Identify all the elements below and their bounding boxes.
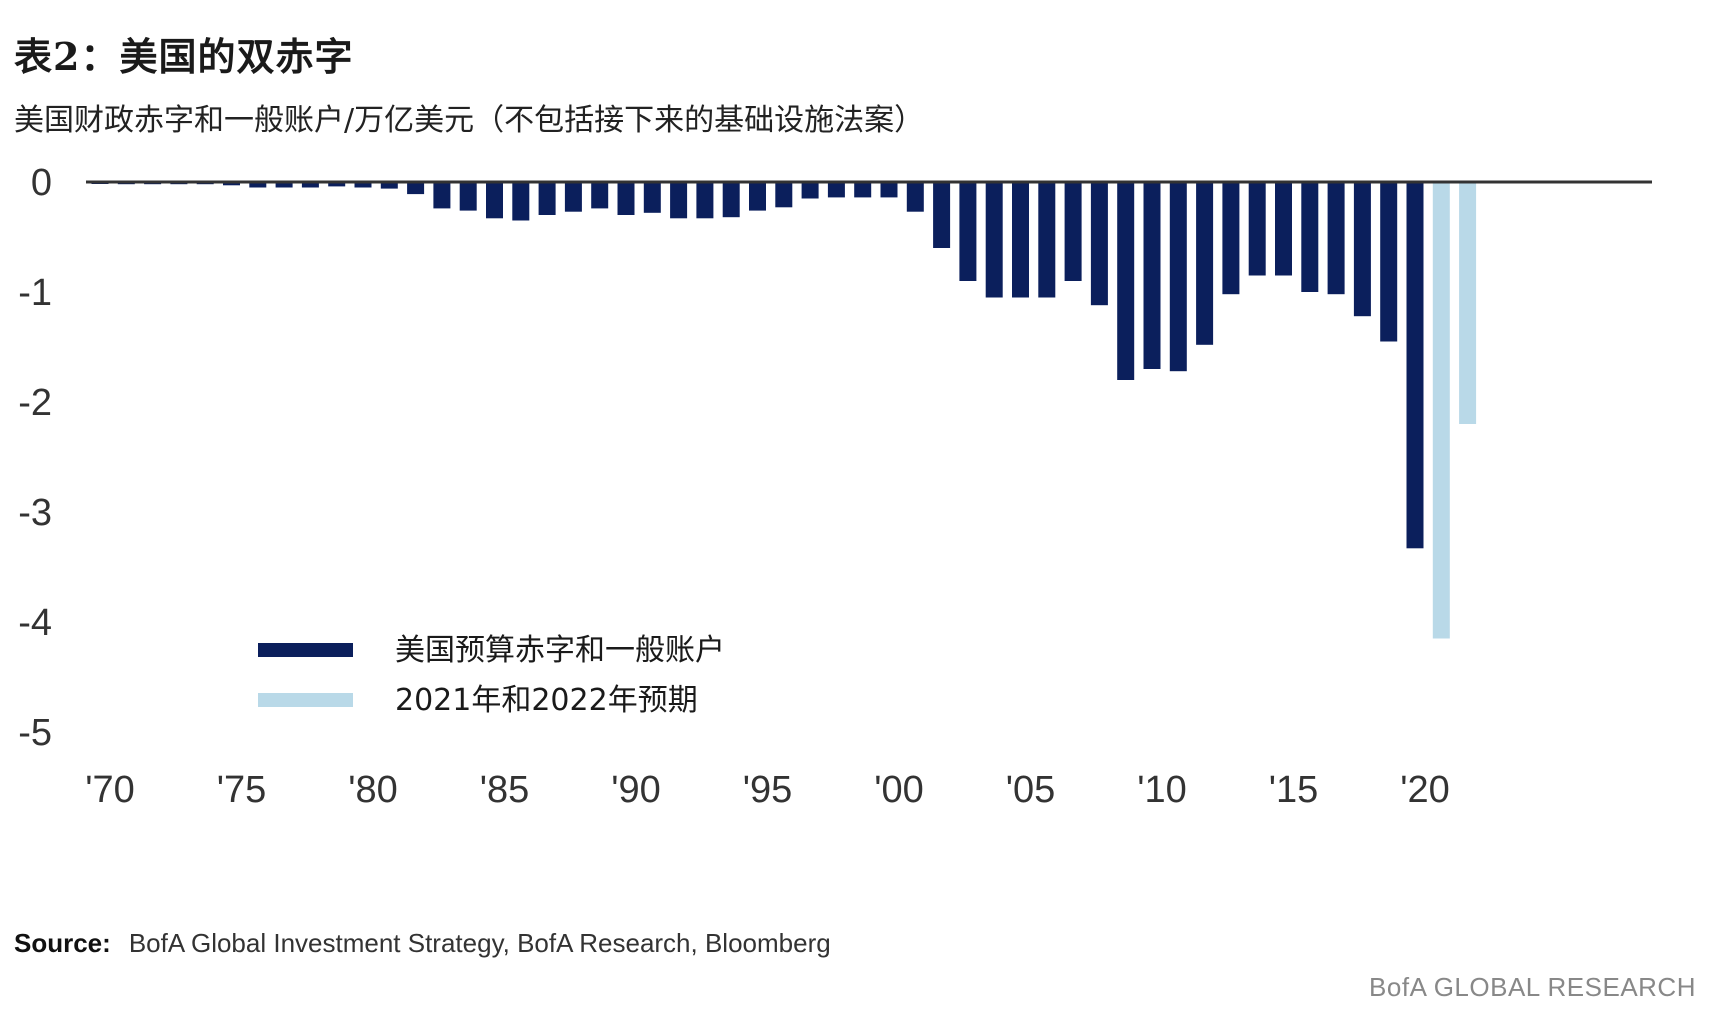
bar-actual (827, 182, 845, 198)
bar-chart: 0-1-2-3-4-5 '70'75'80'85'90'95'00'05'10 '… (18, 162, 1652, 811)
bar-actual (617, 182, 635, 215)
bar-actual (1012, 182, 1029, 298)
bar-actual (854, 182, 872, 198)
bar-actual (301, 182, 319, 188)
y-tick-label: 0 (31, 162, 52, 204)
bar-actual (1169, 182, 1187, 372)
legend-swatch-actual (258, 643, 353, 657)
bar-actual (407, 182, 425, 195)
bar-actual (223, 182, 240, 186)
source-label: Source: (14, 928, 111, 958)
y-axis: 0 -1 -2 -3 -4 -5 (18, 162, 52, 754)
bar-actual (1222, 182, 1240, 295)
x-tick-label: '20 (1400, 769, 1450, 811)
bar-actual (880, 182, 898, 198)
bar-forecast (1432, 182, 1450, 639)
bar-actual (985, 182, 1003, 298)
bar-actual (1064, 182, 1082, 281)
bar-actual (1248, 182, 1266, 276)
bar-actual (959, 182, 977, 281)
bars (91, 182, 1477, 639)
bar-actual (1327, 182, 1345, 295)
x-tick-label: '90 (611, 769, 661, 811)
bar-actual (643, 182, 661, 213)
legend-swatch-forecast (258, 693, 353, 707)
bar-actual (275, 182, 293, 188)
bar-actual (486, 182, 503, 219)
y-tick-label: -5 (18, 712, 52, 754)
bar-forecast (1459, 182, 1477, 424)
y-tick-label: -2 (18, 382, 52, 424)
x-tick-label: '75 (217, 769, 267, 811)
x-tick-label: '70 (85, 769, 135, 811)
source-note: Source: BofA Global Investment Strategy, … (14, 928, 831, 959)
bar-actual (722, 182, 740, 218)
x-tick-label: '95 (743, 769, 793, 811)
x-tick-label: '80 (348, 769, 398, 811)
bar-actual (1380, 182, 1398, 342)
x-tick-label: '00 (874, 769, 924, 811)
bar-actual (328, 182, 346, 187)
bar-actual (249, 182, 267, 188)
bar-actual (380, 182, 398, 189)
y-tick-label: -1 (18, 272, 52, 314)
x-tick-label: '85 (480, 769, 530, 811)
legend-label-actual: 美国预算赤字和一般账户 (395, 633, 725, 668)
bar-actual (775, 182, 793, 208)
bar-actual (1275, 182, 1292, 276)
bar-actual (459, 182, 477, 211)
bar-actual (538, 182, 556, 215)
chart-title: 表2：美国的双赤字 (14, 34, 354, 79)
source-text: BofA Global Investment Strategy, BofA Re… (128, 928, 831, 958)
bar-actual (1353, 182, 1371, 317)
bar-actual (564, 182, 582, 212)
bar-actual (1196, 182, 1214, 345)
bar-actual (933, 182, 951, 248)
legend: 美国预算赤字和一般账户 2021年和2022年预期 (258, 633, 725, 718)
bar-actual (801, 182, 819, 199)
x-tick-label: '10 (1137, 769, 1187, 811)
brand-watermark: BofA GLOBAL RESEARCH (1369, 972, 1696, 1002)
bar-actual (1117, 182, 1135, 380)
bar-actual (591, 182, 609, 209)
bar-actual (906, 182, 924, 212)
bar-actual (696, 182, 714, 219)
y-tick-label: -3 (18, 492, 52, 534)
chart-subtitle: 美国财政赤字和一般账户/万亿美元（不包括接下来的基础设施法案） (14, 103, 925, 138)
bar-actual (670, 182, 688, 219)
bar-actual (1406, 182, 1424, 549)
bar-actual (1090, 182, 1108, 306)
bar-actual (1143, 182, 1161, 369)
bar-actual (749, 182, 766, 211)
legend-label-forecast: 2021年和2022年预期 (395, 683, 698, 718)
y-tick-label: -4 (18, 602, 52, 644)
x-tick-label: '05 (1006, 769, 1056, 811)
x-tick-label: '15 (1269, 769, 1319, 811)
bar-actual (433, 182, 451, 209)
bar-actual (354, 182, 372, 188)
bar-actual (512, 182, 530, 221)
bar-actual (1038, 182, 1056, 298)
bar-actual (1301, 182, 1319, 292)
x-axis: '70 '75 '80 '85 '90 '95 '00 '05 '10 '15 '20 (85, 769, 1450, 811)
